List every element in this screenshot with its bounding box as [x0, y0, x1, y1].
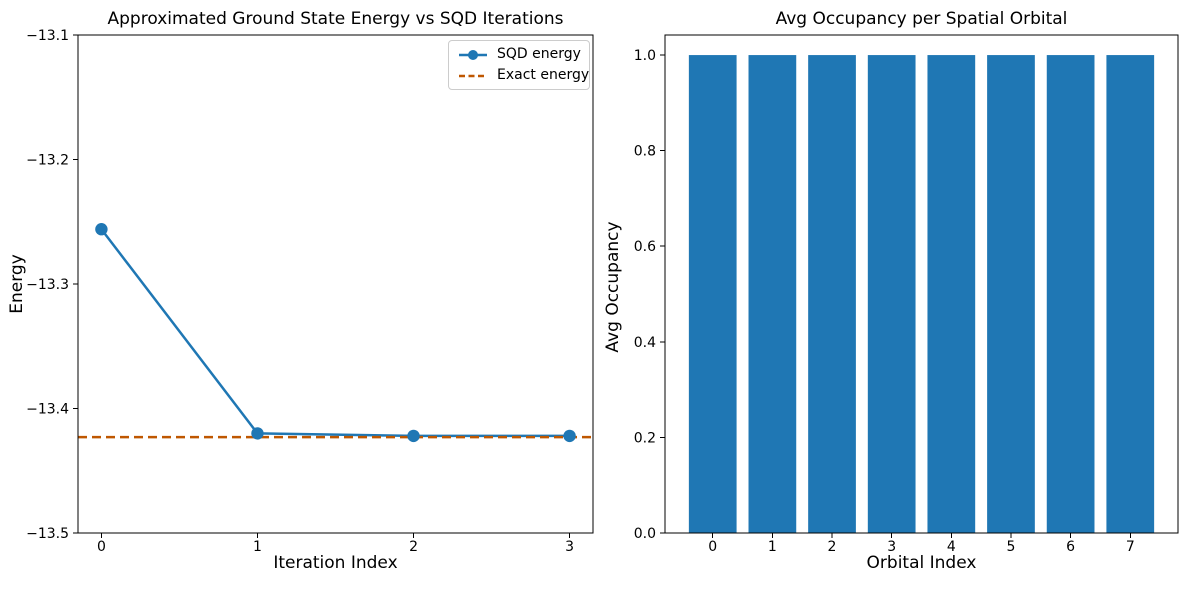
legend-item-exact-energy: Exact energy: [458, 67, 589, 84]
x-tick-label: 7: [1126, 539, 1135, 555]
bar-orbital-6: [1046, 55, 1095, 533]
y-tick-label: 0.2: [634, 430, 656, 446]
y-tick-label: 0.6: [634, 239, 656, 255]
sqd-energy-line: [100, 228, 570, 438]
bar-orbital-2: [808, 55, 856, 533]
y-tick-label: −13.2: [26, 153, 69, 169]
energy-chart-title: Approximated Ground State Energy vs SQD …: [107, 9, 564, 29]
y-tick-label: −13.4: [26, 402, 69, 418]
y-tick-label: 0.0: [634, 526, 656, 542]
x-tick-label: 4: [947, 539, 956, 555]
x-axis-ticks: 0 1 2 3: [97, 533, 574, 555]
data-point-iteration-3: [563, 429, 576, 443]
bar-orbital-1: [748, 55, 797, 533]
x-tick-label: 1: [768, 539, 777, 555]
energy-y-axis-label: Energy: [7, 254, 27, 314]
x-tick-label: 0: [97, 539, 106, 555]
axes-energy: 0 1 2 3 −13.1 −13.2 −13.3 −13.4 −13.5: [26, 28, 594, 555]
y-tick-label: 0.4: [634, 335, 656, 351]
bar-orbital-3: [867, 55, 916, 533]
x-tick-label: 2: [409, 539, 418, 555]
y-tick-label: −13.3: [26, 277, 69, 293]
y-tick-label: 1.0: [634, 48, 656, 64]
legend-label-sqd-energy: SQD energy: [497, 46, 581, 62]
legend-label-exact-energy: Exact energy: [497, 67, 590, 83]
bar-orbital-5: [987, 55, 1035, 533]
occupancy-chart-title: Avg Occupancy per Spatial Orbital: [775, 9, 1068, 29]
axes-frame: [77, 34, 594, 534]
exact-energy-dashed-line-icon: [459, 74, 487, 77]
x-tick-label: 6: [1066, 539, 1075, 555]
occupancy-x-axis-label: Orbital Index: [866, 553, 977, 573]
x-tick-label: 5: [1007, 539, 1016, 555]
axes-frame: [664, 34, 1179, 534]
data-point-iteration-2: [407, 429, 420, 443]
data-point-iteration-1: [251, 427, 264, 440]
x-tick-label: 3: [565, 539, 574, 555]
x-axis-ticks: 0 1 2 3 4 5 6 7: [708, 533, 1135, 555]
sqd-energy-line-icon: [459, 49, 487, 60]
data-point-iteration-0: [95, 223, 108, 236]
bar-orbital-7: [1106, 55, 1155, 533]
legend-item-sqd-energy: SQD energy: [458, 46, 581, 63]
x-tick-label: 2: [828, 539, 837, 555]
x-tick-label: 1: [253, 539, 262, 555]
legend: SQD energy Exact energy: [448, 40, 590, 90]
y-axis-ticks: −13.1 −13.2 −13.3 −13.4 −13.5: [26, 28, 78, 542]
bar-orbital-0: [688, 55, 737, 533]
occupancy-y-axis-label: Avg Occupancy: [603, 221, 623, 353]
occupancy-bars: [688, 55, 1155, 533]
x-tick-label: 3: [887, 539, 896, 555]
sqd-energy-markers: [95, 223, 576, 443]
y-tick-label: 0.8: [634, 144, 656, 160]
y-tick-label: −13.1: [26, 28, 69, 44]
axes-occupancy: 0 1 2 3 4 5 6 7 0.0 0.2 0.4 0.6 0.8 1.0: [634, 34, 1179, 555]
y-axis-ticks: 0.0 0.2 0.4 0.6 0.8 1.0: [634, 48, 665, 542]
bar-orbital-4: [927, 55, 976, 533]
energy-x-axis-label: Iteration Index: [273, 553, 398, 573]
y-tick-label: −13.5: [26, 526, 69, 542]
x-tick-label: 0: [708, 539, 717, 555]
